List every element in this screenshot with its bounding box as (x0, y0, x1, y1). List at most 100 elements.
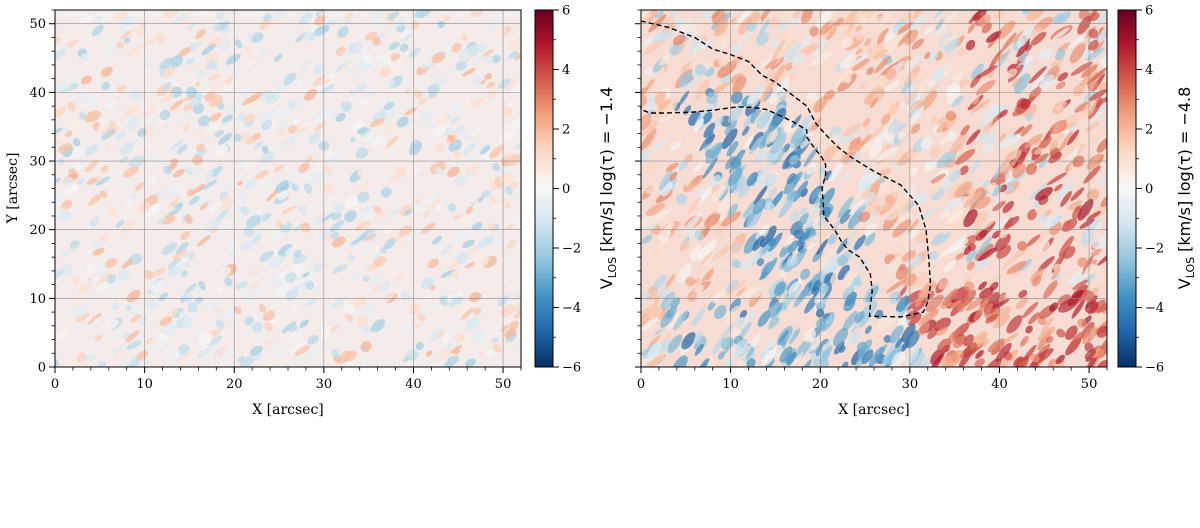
heatmap-cell (75, 295, 85, 305)
heatmap-cell (164, 10, 180, 19)
heatmap-cell (122, 166, 139, 178)
heatmap-cell (784, 234, 795, 248)
heatmap-cell (866, 42, 884, 58)
heatmap-cell (1005, 68, 1018, 79)
heatmap-cell (195, 28, 207, 40)
heatmap-cell (413, 202, 423, 213)
heatmap-cell (857, 227, 866, 238)
heatmap-cell (494, 179, 503, 189)
heatmap-cell (372, 211, 389, 224)
heatmap-cell (810, 129, 832, 143)
heatmap-cell (866, 197, 880, 215)
heatmap-cell (1046, 172, 1068, 186)
heatmap-cell (707, 203, 724, 215)
heatmap-cell (859, 138, 882, 153)
heatmap-cell (1051, 266, 1061, 281)
heatmap-cell (288, 322, 298, 333)
heatmap-cell (671, 355, 688, 367)
heatmap-cell (380, 187, 392, 198)
heatmap-cell (810, 187, 820, 200)
heatmap-cell (965, 39, 976, 51)
heatmap-cell (1090, 248, 1102, 257)
heatmap-cell (689, 34, 703, 54)
heatmap-cell (1056, 328, 1066, 338)
heatmap-cell (1058, 235, 1074, 257)
heatmap-cell (312, 261, 325, 273)
heatmap-cell (467, 128, 481, 137)
heatmap-cell (641, 149, 651, 165)
heatmap-cell (333, 202, 345, 213)
heatmap-cell (991, 230, 1002, 239)
heatmap-cell (427, 258, 439, 269)
heatmap-cell (513, 292, 521, 299)
heatmap-cell (1013, 73, 1031, 94)
heatmap-cell (800, 10, 813, 24)
heatmap-cell (343, 350, 357, 362)
heatmap-cell (982, 142, 994, 153)
heatmap-cell (1022, 344, 1037, 362)
heatmap-cell (1077, 318, 1087, 328)
heatmap-cell (662, 15, 674, 24)
heatmap-cell (1045, 335, 1054, 344)
heatmap-cell (821, 345, 833, 360)
heatmap-cell (434, 118, 445, 128)
heatmap-cell (741, 126, 750, 136)
heatmap-cell (647, 307, 658, 318)
heatmap-cell (70, 32, 83, 42)
heatmap-cell (940, 355, 953, 367)
heatmap-cell (929, 352, 945, 367)
heatmap-cell (220, 308, 237, 319)
heatmap-cell (765, 128, 779, 145)
heatmap-cell (205, 171, 214, 181)
heatmap-cell (665, 162, 679, 172)
heatmap-cell (384, 122, 400, 133)
heatmap-cell (160, 322, 176, 335)
heatmap-cell (774, 281, 787, 296)
heatmap-cell (69, 240, 80, 249)
heatmap-cell (1022, 301, 1039, 319)
heatmap-cell (130, 314, 142, 323)
heatmap-cell (977, 214, 998, 231)
heatmap-cell (1095, 348, 1104, 357)
heatmap-cell (261, 145, 269, 154)
heatmap-cell (493, 343, 502, 353)
heatmap-cell (774, 214, 785, 228)
heatmap-cell (1058, 130, 1074, 152)
heatmap-cell (759, 18, 770, 35)
heatmap-cell (885, 37, 898, 53)
heatmap-cell (259, 250, 275, 262)
heatmap-cell (218, 133, 233, 145)
heatmap-cell (698, 185, 715, 204)
heatmap-cell (868, 346, 885, 367)
heatmap-cell (1016, 40, 1030, 58)
heatmap-cell (756, 258, 765, 267)
heatmap-cell (1086, 67, 1107, 85)
x-tick-label: 10 (136, 377, 153, 392)
heatmap-cell (803, 328, 817, 343)
heatmap-cell (798, 212, 810, 226)
heatmap-cell (848, 198, 866, 216)
heatmap-cell (156, 217, 167, 225)
heatmap-cell (752, 198, 766, 215)
heatmap-cell (356, 316, 369, 327)
heatmap-cell (809, 26, 819, 37)
heatmap-cell (101, 128, 116, 140)
heatmap-cell (285, 271, 297, 283)
heatmap-cell (485, 350, 494, 358)
heatmap-cell (200, 10, 208, 17)
heatmap-cell (919, 78, 938, 93)
heatmap-cell (384, 227, 392, 235)
heatmap-cell (372, 36, 381, 46)
heatmap-cell (975, 243, 994, 261)
heatmap-cell (895, 32, 908, 45)
heatmap-cell (782, 37, 797, 53)
heatmap-cell (80, 359, 89, 367)
heatmap-cell (667, 334, 683, 354)
heatmap-cell (465, 244, 479, 257)
heatmap-cell (730, 91, 743, 104)
heatmap-cell (726, 140, 739, 157)
heatmap-cell (1066, 146, 1080, 161)
heatmap-cell (106, 100, 118, 110)
heatmap-cell (949, 169, 962, 182)
